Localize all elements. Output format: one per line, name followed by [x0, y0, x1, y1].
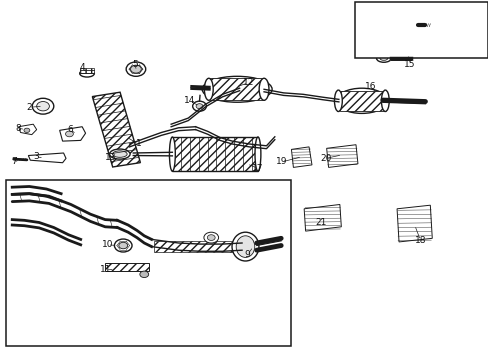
Bar [154, 241, 239, 252]
Bar [105, 263, 149, 271]
Ellipse shape [259, 78, 268, 100]
Bar [92, 92, 140, 167]
Ellipse shape [80, 70, 94, 77]
Text: 10: 10 [102, 240, 113, 249]
Text: 19: 19 [275, 157, 287, 166]
Ellipse shape [334, 90, 342, 112]
Text: 5: 5 [132, 60, 138, 69]
Polygon shape [304, 204, 341, 231]
Text: 16: 16 [364, 82, 376, 91]
Circle shape [24, 128, 30, 132]
Text: 9: 9 [244, 251, 250, 259]
Text: 18: 18 [414, 236, 426, 245]
Ellipse shape [112, 151, 127, 157]
Circle shape [359, 22, 378, 37]
Circle shape [126, 62, 145, 76]
Ellipse shape [204, 78, 213, 100]
Circle shape [207, 235, 215, 240]
Circle shape [114, 239, 132, 252]
Bar [354, 2, 487, 58]
Bar [6, 180, 290, 346]
Text: 8: 8 [16, 123, 21, 132]
Polygon shape [19, 124, 37, 135]
Text: 20: 20 [319, 154, 331, 163]
Circle shape [37, 102, 49, 111]
Polygon shape [386, 17, 407, 30]
Bar [172, 137, 258, 171]
Ellipse shape [236, 236, 254, 257]
Text: 21: 21 [314, 218, 326, 227]
Circle shape [32, 98, 54, 114]
Circle shape [363, 25, 374, 34]
Text: 12: 12 [242, 78, 254, 87]
Text: 4: 4 [79, 63, 85, 72]
Text: 1: 1 [135, 139, 141, 148]
Circle shape [192, 101, 206, 111]
Circle shape [203, 232, 218, 243]
Ellipse shape [381, 90, 388, 112]
Circle shape [65, 131, 73, 137]
Ellipse shape [202, 76, 271, 102]
Text: 13: 13 [104, 153, 116, 162]
Circle shape [119, 242, 127, 249]
Bar [339, 91, 383, 111]
Polygon shape [400, 48, 415, 57]
Bar [210, 78, 264, 100]
Text: 14: 14 [183, 96, 195, 105]
Ellipse shape [169, 137, 175, 171]
Polygon shape [28, 153, 66, 163]
Text: 15: 15 [403, 60, 415, 69]
Circle shape [413, 22, 421, 28]
Ellipse shape [109, 149, 130, 159]
Ellipse shape [379, 56, 387, 60]
Polygon shape [291, 147, 311, 167]
Ellipse shape [255, 137, 261, 171]
Bar [172, 137, 258, 171]
Ellipse shape [232, 232, 259, 261]
Bar [80, 68, 94, 73]
Polygon shape [60, 127, 85, 141]
Text: 17: 17 [252, 164, 264, 173]
Text: 6: 6 [67, 125, 73, 134]
Text: 2: 2 [26, 103, 32, 112]
Text: 7: 7 [11, 157, 17, 166]
Polygon shape [326, 145, 357, 167]
Ellipse shape [336, 88, 386, 113]
Text: 11: 11 [100, 266, 111, 274]
Text: 3: 3 [33, 153, 39, 161]
Circle shape [130, 65, 141, 73]
Circle shape [140, 271, 148, 278]
Circle shape [196, 104, 203, 109]
Circle shape [406, 51, 412, 55]
Ellipse shape [376, 54, 390, 62]
Polygon shape [396, 205, 431, 242]
